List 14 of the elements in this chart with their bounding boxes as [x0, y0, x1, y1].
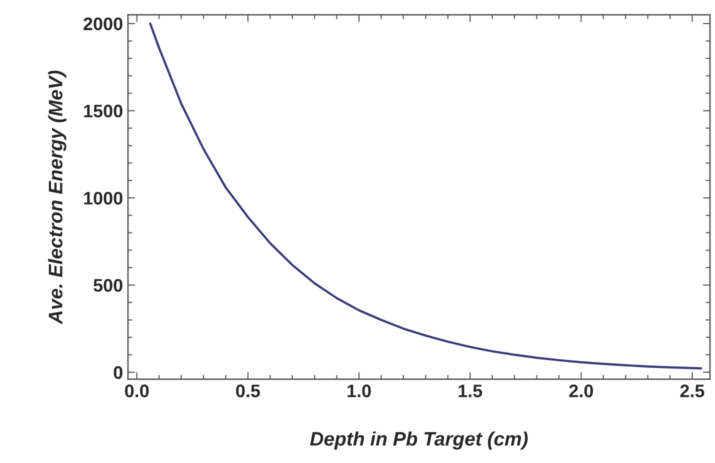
- x-axis-title: Depth in Pb Target (cm): [310, 431, 528, 450]
- line-series: [149, 22, 702, 370]
- x-tick-label: 0.5: [236, 384, 260, 398]
- x-tick-label: 1.0: [348, 384, 371, 398]
- y-tick-label: 2000: [84, 17, 122, 30]
- y-axis-title: Ave. Electron Energy (MeV): [48, 70, 66, 324]
- x-tick-label: 0.0: [125, 384, 149, 398]
- y-tick-label: 500: [94, 278, 122, 292]
- x-tick-label: 2.0: [569, 384, 593, 398]
- y-tick-label: 0: [114, 366, 122, 379]
- y-tick-label: 1500: [84, 104, 122, 118]
- x-tick-label: 1.5: [458, 384, 482, 398]
- x-tick-label: 2.5: [680, 384, 704, 398]
- y-tick-label: 1000: [84, 192, 122, 205]
